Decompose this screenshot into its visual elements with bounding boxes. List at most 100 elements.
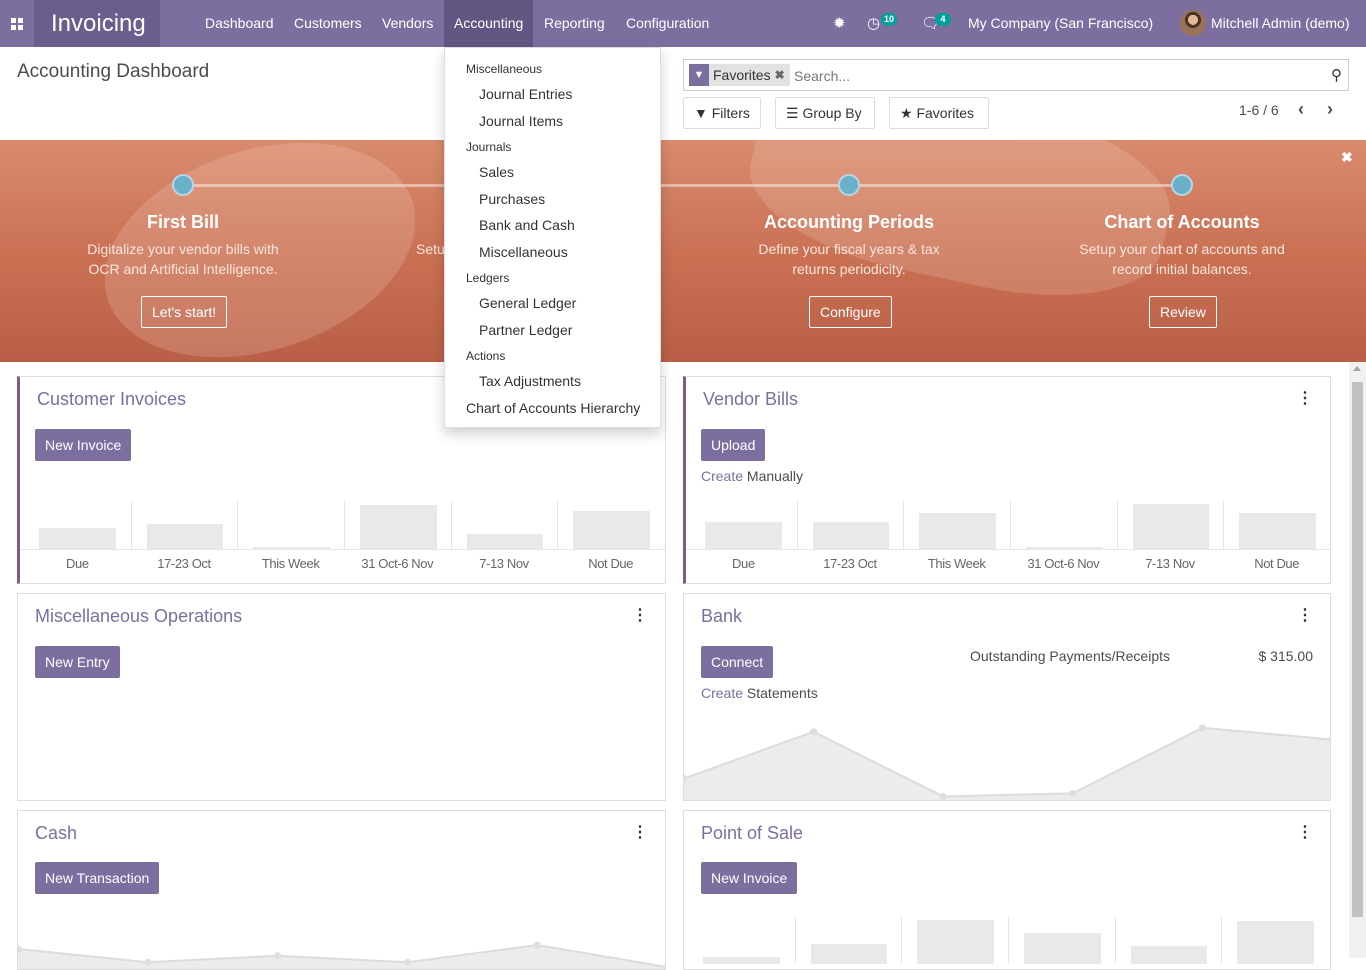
new-transaction-button[interactable]: New Transaction <box>35 862 159 894</box>
review-button[interactable]: Review <box>1149 296 1217 328</box>
menu-item-general-ledger[interactable]: General Ledger <box>479 295 576 311</box>
chart-column <box>131 501 238 549</box>
chart-bar[interactable] <box>917 920 994 964</box>
card-title[interactable]: Cash <box>35 823 77 844</box>
menu-accounting[interactable]: Accounting <box>444 0 533 47</box>
menu-item-tax-adjustments[interactable]: Tax Adjustments <box>479 373 581 389</box>
page-title: Accounting Dashboard <box>17 61 209 83</box>
menu-item-partner-ledger[interactable]: Partner Ledger <box>479 322 572 338</box>
close-icon[interactable]: ✖ <box>1341 149 1353 166</box>
chart-point[interactable] <box>144 959 151 966</box>
messages-badge: 4 <box>935 13 951 26</box>
chart-bar[interactable] <box>360 505 437 549</box>
chart-bar[interactable] <box>39 528 116 549</box>
chart-bar[interactable] <box>919 513 996 549</box>
chart-point[interactable] <box>664 964 667 970</box>
create-statements-link[interactable]: Create Statements <box>701 685 818 701</box>
chart-bar[interactable] <box>703 957 780 964</box>
chart-bar[interactable] <box>1131 946 1208 964</box>
configure-button[interactable]: Configure <box>809 296 892 328</box>
chart-tick-label: 7-13 Nov <box>451 556 558 571</box>
chart-bar[interactable] <box>811 944 888 964</box>
scrollbar-thumb[interactable] <box>1352 382 1363 917</box>
menu-item-sales[interactable]: Sales <box>479 164 514 180</box>
lets-start-button[interactable]: Let's start! <box>141 296 227 328</box>
menu-item-journal-entries[interactable]: Journal Entries <box>479 86 572 102</box>
kebab-menu-icon[interactable]: ⋮ <box>632 605 648 625</box>
user-menu[interactable]: Mitchell Admin (demo) <box>1201 0 1360 47</box>
card-title[interactable]: Vendor Bills <box>703 389 798 410</box>
connect-button[interactable]: Connect <box>701 646 773 678</box>
chart-point[interactable] <box>1199 724 1206 731</box>
menu-item-bank-and-cash[interactable]: Bank and Cash <box>479 217 575 233</box>
menu-customers[interactable]: Customers <box>284 0 372 47</box>
chart-column <box>688 916 795 964</box>
create-manually-link[interactable]: Create Manually <box>701 468 803 484</box>
chart-bar[interactable] <box>467 534 544 549</box>
card-title[interactable]: Bank <box>701 606 742 627</box>
search-icon[interactable]: ⚲ <box>1331 66 1342 84</box>
chart-bar[interactable] <box>705 522 782 549</box>
menu-reporting[interactable]: Reporting <box>534 0 615 47</box>
new-entry-button[interactable]: New Entry <box>35 646 120 678</box>
onboarding-banner: First Bill Digitalize your vendor bills … <box>0 140 1366 362</box>
page-scrollbar[interactable] <box>1349 362 1366 958</box>
chart-point[interactable] <box>404 959 411 966</box>
activity-clock-icon[interactable]: ◷ <box>867 0 880 47</box>
app-brand[interactable]: Invoicing <box>34 0 160 47</box>
chart-point[interactable] <box>274 952 281 959</box>
chart-point[interactable] <box>810 728 817 735</box>
card-point-of-sale: Point of Sale ⋮ New Invoice <box>683 810 1331 970</box>
filters-button[interactable]: ▼ Filters <box>683 97 761 129</box>
scroll-up-icon[interactable] <box>1353 366 1361 371</box>
chart-bar[interactable] <box>813 522 890 549</box>
kebab-menu-icon[interactable]: ⋮ <box>632 822 648 842</box>
kebab-menu-icon[interactable]: ⋮ <box>1297 605 1313 625</box>
company-switcher[interactable]: My Company (San Francisco) <box>958 0 1163 47</box>
chart-area <box>684 728 1331 801</box>
menu-configuration[interactable]: Configuration <box>616 0 719 47</box>
groupby-button[interactable]: ☰ Group By <box>775 97 875 129</box>
chart-column <box>237 501 344 549</box>
chart-column <box>690 501 797 549</box>
search-bar: ▼ Favorites ✖ ⚲ <box>683 59 1349 91</box>
chart-point[interactable] <box>940 793 947 800</box>
chart-bar[interactable] <box>1239 513 1316 549</box>
bank-balance-chart[interactable] <box>684 712 1331 801</box>
bug-icon[interactable]: ✹ <box>833 0 846 47</box>
favorites-button[interactable]: ★ Favorites <box>889 97 989 129</box>
kebab-menu-icon[interactable]: ⋮ <box>1297 388 1313 408</box>
pager-value[interactable]: 1-6 / 6 <box>1239 102 1279 118</box>
new-invoice-button[interactable]: New Invoice <box>35 429 131 461</box>
pager-next-icon[interactable]: › <box>1327 99 1333 120</box>
chart-bar[interactable] <box>1133 504 1210 549</box>
chart-bar[interactable] <box>147 524 224 549</box>
menu-item-miscellaneous[interactable]: Miscellaneous <box>479 244 568 260</box>
kebab-menu-icon[interactable]: ⋮ <box>1297 822 1313 842</box>
menu-item-purchases[interactable]: Purchases <box>479 191 545 207</box>
apps-menu-button[interactable] <box>0 0 34 47</box>
menu-vendors[interactable]: Vendors <box>372 0 443 47</box>
pager-previous-icon[interactable]: ‹ <box>1298 99 1304 120</box>
chart-bar[interactable] <box>1024 933 1101 964</box>
search-facet: ▼ Favorites ✖ <box>689 64 790 86</box>
chart-bar[interactable] <box>573 511 650 549</box>
search-input[interactable] <box>794 67 1314 85</box>
card-title[interactable]: Point of Sale <box>701 823 803 844</box>
remove-facet-icon[interactable]: ✖ <box>775 64 790 86</box>
chart-column <box>451 501 558 549</box>
menu-item-chart-of-accounts-hierarchy[interactable]: Chart of Accounts Hierarchy <box>466 400 640 416</box>
point-of-sale-chart[interactable] <box>684 916 1330 970</box>
menu-dashboard[interactable]: Dashboard <box>195 0 284 47</box>
outstanding-payments-label[interactable]: Outstanding Payments/Receipts <box>970 648 1170 664</box>
new-invoice-button[interactable]: New Invoice <box>701 862 797 894</box>
chart-point[interactable] <box>534 942 541 949</box>
cash-balance-chart[interactable] <box>18 919 666 970</box>
upload-button[interactable]: Upload <box>701 429 765 461</box>
chart-point[interactable] <box>1069 790 1076 797</box>
card-title[interactable]: Customer Invoices <box>37 389 186 410</box>
card-title[interactable]: Miscellaneous Operations <box>35 606 242 627</box>
menu-item-journal-items[interactable]: Journal Items <box>479 113 563 129</box>
